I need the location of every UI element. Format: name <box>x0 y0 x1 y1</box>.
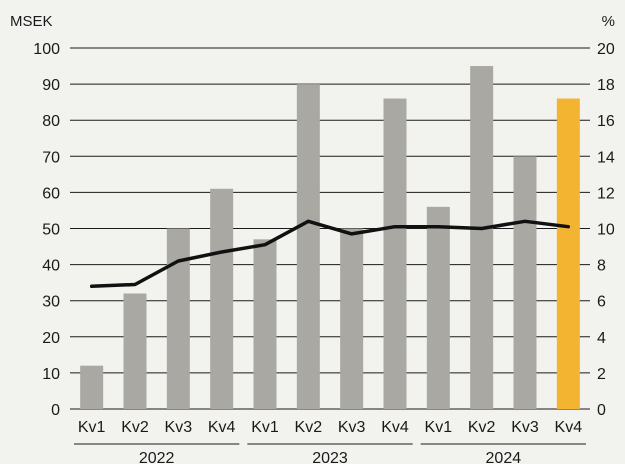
x-tick-label: Kv1 <box>78 419 106 436</box>
x-tick-label: Kv2 <box>295 419 323 436</box>
bar <box>383 98 407 409</box>
year-group-label: 2022 <box>139 450 175 464</box>
x-tick-label: Kv2 <box>121 419 149 436</box>
right-axis-unit: % <box>602 13 615 30</box>
bar <box>340 228 364 409</box>
x-tick-label: Kv4 <box>208 419 236 436</box>
x-tick-label: Kv3 <box>511 419 539 436</box>
left-tick-label: 100 <box>33 41 60 58</box>
left-tick-label: 90 <box>42 77 60 94</box>
bar <box>470 66 494 410</box>
right-tick-label: 20 <box>597 41 615 58</box>
bar <box>210 188 234 409</box>
left-axis-unit: MSEK <box>10 13 53 30</box>
x-tick-label: Kv1 <box>251 419 279 436</box>
x-tick-label: Kv1 <box>425 419 453 436</box>
right-tick-label: 14 <box>597 149 615 166</box>
left-tick-label: 80 <box>42 113 60 130</box>
bar <box>166 228 190 409</box>
right-tick-label: 2 <box>597 366 606 383</box>
left-axis: 0 10 20 30 40 50 60 70 80 90 100 <box>33 41 60 419</box>
bar <box>296 84 320 409</box>
left-tick-label: 10 <box>42 366 60 383</box>
left-tick-label: 30 <box>42 294 60 311</box>
x-tick-label: Kv2 <box>468 419 496 436</box>
right-tick-label: 12 <box>597 185 615 202</box>
bar-series <box>80 66 580 410</box>
right-tick-label: 0 <box>597 402 606 419</box>
bar <box>513 156 537 409</box>
right-tick-label: 10 <box>597 222 615 239</box>
left-tick-label: 0 <box>51 402 60 419</box>
left-tick-label: 70 <box>42 149 60 166</box>
year-group-label: 2023 <box>312 450 348 464</box>
x-axis: Kv1 Kv2 Kv3 Kv4 Kv1 Kv2 Kv3 Kv4 Kv1 Kv2 Kv3 Kv4 2022… <box>74 419 586 464</box>
left-tick-label: 20 <box>42 330 60 347</box>
right-tick-label: 8 <box>597 258 606 275</box>
right-tick-label: 4 <box>597 330 606 347</box>
bar <box>556 98 580 409</box>
bar <box>80 365 104 409</box>
x-tick-label: Kv3 <box>338 419 366 436</box>
x-tick-label: Kv3 <box>165 419 193 436</box>
right-tick-label: 6 <box>597 294 606 311</box>
bar <box>253 239 277 409</box>
left-tick-label: 40 <box>42 258 60 275</box>
line-series-path <box>89 219 571 289</box>
year-group-label: 2024 <box>486 450 522 464</box>
left-tick-label: 60 <box>42 185 60 202</box>
bar <box>123 293 147 409</box>
left-tick-label: 50 <box>42 222 60 239</box>
bar <box>426 206 450 409</box>
right-axis: 0 2 4 6 8 10 12 14 16 18 20 <box>597 41 615 419</box>
right-tick-label: 16 <box>597 113 615 130</box>
line-series <box>89 219 571 289</box>
x-tick-label: Kv4 <box>381 419 409 436</box>
right-tick-label: 18 <box>597 77 615 94</box>
x-tick-label: Kv4 <box>555 419 583 436</box>
